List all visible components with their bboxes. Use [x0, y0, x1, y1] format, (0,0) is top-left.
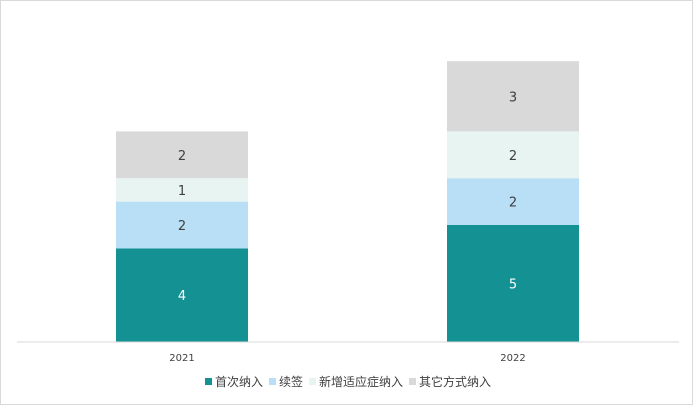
bar-segment-2021-0	[116, 248, 248, 342]
legend-swatch-1	[269, 378, 276, 385]
bar-segment-2022-1	[447, 178, 579, 225]
data-label-2021-2: 1	[178, 184, 186, 199]
legend-label-3: 其它方式纳入	[419, 374, 491, 389]
x-tick-labels: 2021 2022	[169, 353, 525, 364]
legend-swatch-2	[309, 378, 316, 385]
legend: 首次纳入 续签 新增适应症纳入 其它方式纳入	[205, 374, 491, 389]
bar-segment-2022-2	[447, 131, 579, 179]
data-label-2022-0: 5	[509, 278, 517, 293]
legend-label-0: 首次纳入	[215, 375, 263, 389]
data-label-2021-3: 2	[178, 149, 186, 164]
bar-segment-2022-0	[447, 225, 579, 342]
data-label-2022-1: 2	[509, 196, 517, 211]
bar-segment-2021-3	[116, 131, 248, 179]
bar-segment-2021-2	[116, 178, 248, 202]
bar-segment-2021-1	[116, 201, 248, 249]
bar-segment-2022-3	[447, 61, 579, 132]
data-label-2021-1: 2	[178, 219, 186, 234]
legend-label-1: 续签	[279, 374, 303, 389]
legend-label-2: 新增适应症纳入	[319, 374, 403, 389]
data-label-2021-0: 4	[178, 289, 186, 304]
x-tick-label-2022: 2022	[500, 353, 525, 364]
legend-swatch-0	[205, 378, 212, 385]
x-tick-label-2021: 2021	[169, 353, 194, 364]
legend-swatch-3	[409, 378, 416, 385]
data-label-2022-3: 3	[509, 90, 517, 105]
data-label-2022-2: 2	[509, 149, 517, 164]
bars-group: 4 2 1 2 5 2 2 3	[116, 61, 579, 342]
